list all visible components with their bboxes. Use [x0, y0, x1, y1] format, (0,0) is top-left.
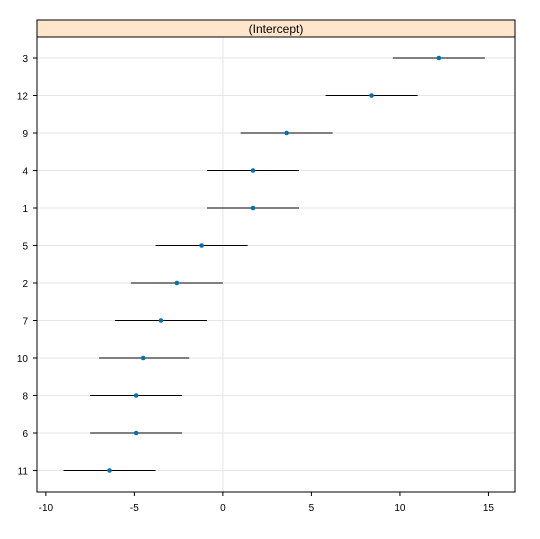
point-9 [284, 130, 289, 136]
x-axis: -10 -5 0 5 10 15 [39, 492, 495, 514]
x-tick-label-0: 0 [220, 503, 226, 514]
y-tick-label-11: 11 [18, 467, 29, 478]
point-2 [174, 280, 180, 286]
x-tick-label-5: 5 [309, 503, 315, 514]
x-tick-label-10: 10 [394, 503, 406, 514]
point-6 [133, 430, 139, 436]
point-11 [107, 468, 112, 473]
point-8 [133, 393, 139, 398]
y-tick-label-5: 5 [22, 242, 28, 253]
point-10 [140, 355, 146, 361]
x-tick-label--10: -10 [39, 503, 54, 514]
y-axis: 3 12 9 4 1 5 2 7 10 8 6 11 [17, 54, 37, 478]
y-tick-label-3: 3 [22, 54, 28, 65]
y-tick-label-2: 2 [22, 279, 28, 290]
confidence-intervals [63, 57, 485, 471]
grid-lines [37, 57, 515, 471]
y-tick-label-12: 12 [17, 92, 29, 103]
y-tick-label-4: 4 [22, 167, 28, 178]
y-tick-label-9: 9 [22, 129, 28, 140]
point-3 [436, 55, 442, 61]
x-tick-label-15: 15 [483, 503, 495, 514]
point-7 [158, 318, 164, 323]
point-1 [250, 205, 256, 211]
y-tick-label-10: 10 [17, 354, 29, 365]
panel-title: (Intercept) [249, 22, 304, 36]
point-estimates [107, 55, 442, 473]
point-4 [250, 168, 256, 173]
y-tick-label-1: 1 [22, 204, 28, 215]
x-tick-label--5: -5 [130, 503, 139, 514]
y-tick-label-6: 6 [22, 429, 28, 440]
strip-header: (Intercept) [36, 19, 516, 38]
plot-panel-border [36, 36, 516, 493]
point-5 [199, 243, 204, 248]
point-12 [369, 93, 374, 98]
y-tick-label-8: 8 [22, 392, 28, 403]
y-tick-label-7: 7 [22, 317, 28, 328]
